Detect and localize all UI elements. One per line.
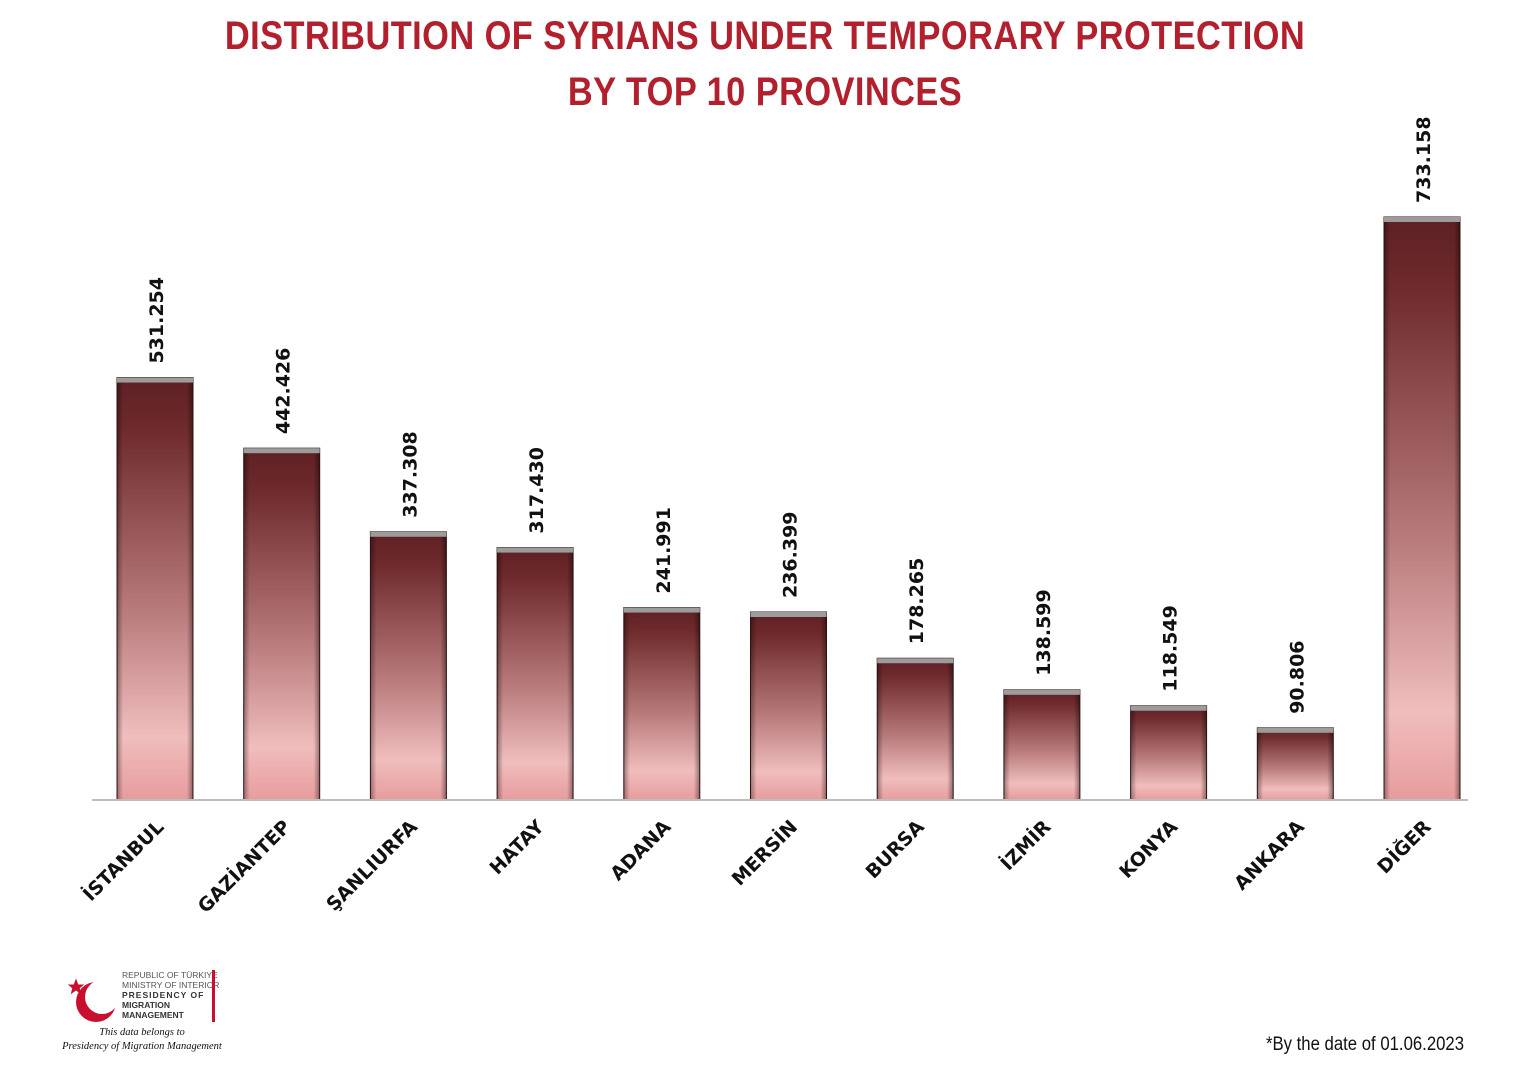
category-label: BURSA <box>862 816 929 883</box>
bar <box>750 611 827 801</box>
bar <box>1130 705 1208 801</box>
value-label: 138.599 <box>1033 589 1055 676</box>
category-label: HATAY <box>486 816 549 879</box>
logo-divider <box>212 970 215 1022</box>
category-label: GAZİANTEP <box>192 815 295 918</box>
category-label: ŞANLIURFA <box>322 816 422 916</box>
value-label: 118.549 <box>1160 605 1182 692</box>
logo-line-1: REPUBLIC OF TÜRKIYE <box>122 970 218 980</box>
category-label: MERSİN <box>726 815 802 891</box>
bar <box>369 531 447 801</box>
bar <box>876 657 954 801</box>
data-ownership-note: This data belongs to Presidency of Migra… <box>62 1026 222 1054</box>
value-label: 733.158 <box>1413 116 1435 203</box>
value-label: 236.399 <box>780 511 802 598</box>
bar <box>623 607 701 801</box>
bar <box>243 447 321 801</box>
bar-chart: 531.254 İSTANBUL 442.426 GAZİANTEP 337.308 ŞA… <box>77 116 1468 918</box>
bar <box>116 377 194 801</box>
date-footnote: *By the date of 01.06.2023 <box>1265 1034 1464 1055</box>
logo-line-2: MINISTRY OF INTERIOR <box>122 980 220 990</box>
value-label: 531.254 <box>146 277 168 364</box>
category-label: İSTANBUL <box>77 815 168 906</box>
category-label: DİĞER <box>1372 814 1436 878</box>
chart-title-line1: DISTRIBUTION OF SYRIANS UNDER TEMPORARY … <box>224 14 1306 58</box>
crescent-star-icon <box>67 978 119 1022</box>
category-label: KONYA <box>1115 816 1182 883</box>
value-label: 90.806 <box>1286 640 1308 713</box>
value-label: 442.426 <box>273 348 295 435</box>
logo-line-4: MIGRATION MANAGEMENT <box>122 1000 184 1020</box>
chart-title-line2: BY TOP 10 PROVINCES <box>567 70 963 114</box>
pmm-logo: REPUBLIC OF TÜRKIYE MINISTRY OF INTERIOR… <box>62 970 222 1060</box>
value-label: 241.991 <box>653 507 675 594</box>
belongs-line-2: Presidency of Migration Management <box>62 1041 222 1052</box>
logo-text: REPUBLIC OF TÜRKIYE MINISTRY OF INTERIOR… <box>122 970 222 1020</box>
category-label: ADANA <box>606 816 675 885</box>
value-label: 317.430 <box>526 447 548 534</box>
bar <box>1256 727 1334 801</box>
value-label: 178.265 <box>906 558 928 645</box>
bar <box>1003 689 1081 801</box>
bar <box>496 547 574 801</box>
category-label: İZMİR <box>995 814 1056 875</box>
bar <box>1383 216 1461 801</box>
belongs-line-1: This data belongs to <box>99 1027 185 1038</box>
category-label: ANKARA <box>1230 816 1309 895</box>
logo-line-3: PRESIDENCY OF <box>122 990 205 1000</box>
value-label: 337.308 <box>399 431 421 518</box>
